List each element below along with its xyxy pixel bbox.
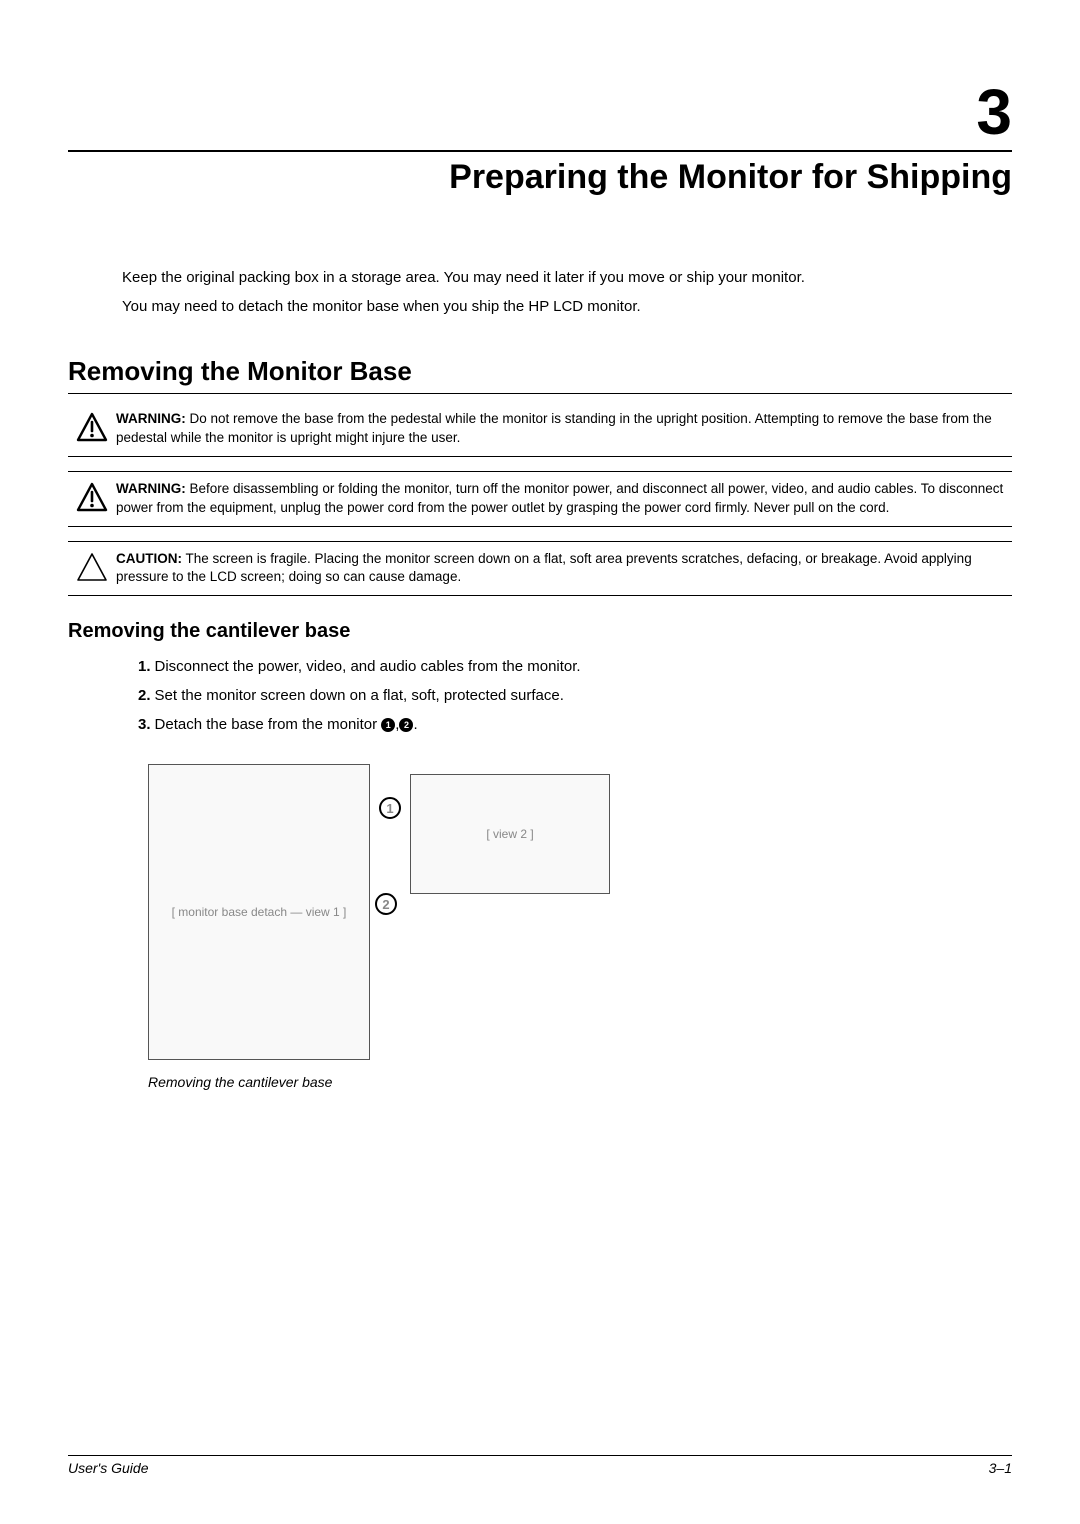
warning-body: Do not remove the base from the pedestal…	[116, 411, 992, 445]
page-footer: User's Guide 3–1	[68, 1455, 1012, 1476]
step-text: Disconnect the power, video, and audio c…	[155, 658, 581, 675]
callout-2: 2	[375, 893, 397, 915]
inline-callout-2: 2	[399, 718, 413, 732]
step-text-pre: Detach the base from the monitor	[155, 716, 382, 733]
step-text-post: .	[413, 716, 417, 733]
caution-block: CAUTION: The screen is fragile. Placing …	[68, 541, 1012, 597]
chapter-title: Preparing the Monitor for Shipping	[68, 158, 1012, 197]
inline-callout-1: 1	[381, 718, 395, 732]
notice-rule	[68, 526, 1012, 527]
section-rule	[68, 393, 1012, 394]
figure-caption: Removing the cantilever base	[148, 1074, 1012, 1090]
figure-group: [ monitor base detach — view 1 ] 1 2 [ v…	[148, 764, 1012, 1060]
footer-rule	[68, 1455, 1012, 1456]
warning-label: WARNING:	[116, 411, 186, 426]
notice-rule	[68, 595, 1012, 596]
intro-paragraph-1: Keep the original packing box in a stora…	[122, 267, 1012, 290]
warning-icon	[68, 480, 116, 512]
page: 3 Preparing the Monitor for Shipping Kee…	[0, 0, 1080, 1524]
step-number: 2.	[138, 687, 151, 704]
caution-body: The screen is fragile. Placing the monit…	[116, 551, 972, 585]
warning-body: Before disassembling or folding the moni…	[116, 481, 1003, 515]
callout-1: 1	[379, 797, 401, 819]
step-list: 1.Disconnect the power, video, and audio…	[138, 653, 1012, 738]
footer-right: 3–1	[989, 1460, 1012, 1476]
warning-label: WARNING:	[116, 481, 186, 496]
step-1: 1.Disconnect the power, video, and audio…	[138, 653, 1012, 680]
warning-block-1: WARNING: Do not remove the base from the…	[68, 402, 1012, 457]
step-number: 3.	[138, 716, 151, 733]
intro-block: Keep the original packing box in a stora…	[122, 267, 1012, 318]
figure-alt: [ monitor base detach — view 1 ]	[172, 905, 347, 919]
warning-block-2: WARNING: Before disassembling or folding…	[68, 471, 1012, 527]
footer-left: User's Guide	[68, 1460, 148, 1476]
caution-icon	[68, 550, 116, 582]
subsection-heading: Removing the cantilever base	[68, 620, 1012, 643]
notice-rule	[68, 456, 1012, 457]
intro-paragraph-2: You may need to detach the monitor base …	[122, 296, 1012, 319]
step-text: Set the monitor screen down on a flat, s…	[155, 687, 564, 704]
chapter-number: 3	[68, 80, 1012, 144]
caution-label: CAUTION:	[116, 551, 182, 566]
step-number: 1.	[138, 658, 151, 675]
figure-1: [ monitor base detach — view 1 ] 1 2	[148, 764, 370, 1060]
step-2: 2.Set the monitor screen down on a flat,…	[138, 682, 1012, 709]
warning-text-1: WARNING: Do not remove the base from the…	[116, 410, 1012, 448]
figure-2: [ view 2 ]	[410, 774, 610, 894]
caution-text: CAUTION: The screen is fragile. Placing …	[116, 550, 1012, 588]
figure-alt: [ view 2 ]	[486, 827, 533, 841]
chapter-rule	[68, 150, 1012, 152]
section-heading: Removing the Monitor Base	[68, 356, 1012, 387]
warning-icon	[68, 410, 116, 442]
warning-text-2: WARNING: Before disassembling or folding…	[116, 480, 1012, 518]
step-3: 3.Detach the base from the monitor 1,2.	[138, 711, 1012, 738]
